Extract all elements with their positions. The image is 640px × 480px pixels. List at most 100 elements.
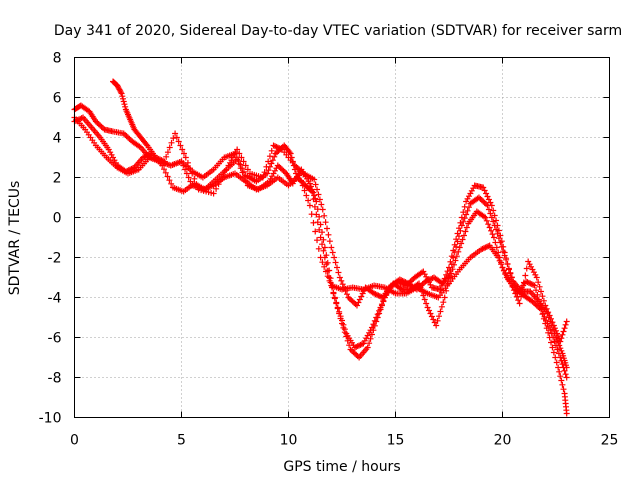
data-point <box>504 261 511 268</box>
data-point <box>303 192 310 199</box>
data-point <box>455 248 462 255</box>
data-point <box>162 169 169 176</box>
data-point <box>163 153 170 160</box>
data-point <box>559 361 566 368</box>
data-point <box>367 335 374 342</box>
data-point <box>480 184 487 191</box>
data-point <box>268 160 275 167</box>
data-point <box>368 331 375 338</box>
y-tick-label: -6 <box>48 331 62 347</box>
data-point <box>512 290 519 297</box>
data-point <box>331 295 338 302</box>
data-point <box>531 282 538 289</box>
data-point <box>236 150 243 157</box>
data-point <box>337 315 344 322</box>
data-point <box>335 269 342 276</box>
data-point <box>223 167 230 174</box>
data-point <box>266 153 273 160</box>
data-point <box>322 268 329 275</box>
data-point <box>321 263 328 270</box>
data-point <box>540 297 547 304</box>
data-point <box>446 264 452 271</box>
data-point <box>515 297 522 304</box>
data-point <box>172 130 179 137</box>
series-track-3 <box>71 114 570 417</box>
data-point <box>371 322 378 329</box>
data-point <box>306 202 313 209</box>
data-point <box>326 238 333 245</box>
data-point <box>462 228 469 235</box>
data-point <box>495 227 502 234</box>
data-point <box>312 228 319 235</box>
data-point <box>542 320 549 327</box>
data-point <box>522 272 529 279</box>
data-point <box>459 236 466 243</box>
data-point <box>490 218 497 225</box>
data-point <box>493 217 500 224</box>
data-point <box>558 377 565 384</box>
data-point <box>423 300 430 307</box>
data-point <box>553 359 560 366</box>
data-point <box>213 185 220 192</box>
y-axis-label: SDTVAR / TECUs <box>7 181 23 296</box>
y-tick-label: 0 <box>53 211 62 227</box>
data-point <box>314 237 321 244</box>
data-point <box>179 146 186 153</box>
axis-ticks: -10 -8 -6 -4 -2 0 2 4 6 8 0 5 10 15 20 25 <box>39 51 619 449</box>
data-point <box>482 214 489 221</box>
data-point <box>234 146 241 153</box>
data-point <box>177 142 184 149</box>
x-tick-label: 25 <box>601 433 619 449</box>
data-point <box>311 176 318 183</box>
data-point <box>324 273 331 280</box>
data-point <box>332 259 339 266</box>
data-point <box>505 265 512 272</box>
data-point <box>549 344 556 351</box>
data-point <box>543 325 550 332</box>
data-point <box>546 312 553 319</box>
data-point <box>523 265 530 272</box>
data-point <box>492 239 499 246</box>
data-point <box>555 364 562 371</box>
data-point <box>265 158 272 165</box>
data-point <box>378 302 385 309</box>
data-point <box>508 280 515 287</box>
data-point <box>320 236 327 243</box>
data-point <box>495 249 502 256</box>
data-point <box>312 195 319 202</box>
data-point <box>311 192 318 199</box>
data-point <box>561 367 568 374</box>
data-point <box>486 224 493 231</box>
x-tick-label: 15 <box>387 433 405 449</box>
data-point <box>299 182 306 189</box>
data-point <box>242 162 249 169</box>
data-point <box>463 224 470 231</box>
data-point <box>434 317 441 324</box>
data-point <box>244 166 251 173</box>
data-point <box>193 181 200 188</box>
data-point <box>170 135 177 142</box>
plot-frame <box>74 57 610 418</box>
data-point <box>180 150 187 157</box>
data-point <box>358 293 365 300</box>
data-point <box>484 202 491 209</box>
data-point <box>503 256 510 263</box>
data-point <box>448 270 455 277</box>
data-point <box>548 339 555 346</box>
data-point <box>457 227 464 234</box>
data-point <box>334 305 341 312</box>
data-point <box>331 254 338 261</box>
data-point <box>553 327 559 334</box>
data-point <box>297 177 304 184</box>
data-point <box>175 138 182 145</box>
data-point <box>161 158 168 165</box>
data-point <box>301 187 308 194</box>
data-point <box>548 315 555 322</box>
data-point <box>118 90 125 97</box>
data-point <box>320 247 327 254</box>
data-point <box>121 101 128 108</box>
data-point <box>498 259 505 266</box>
data-point <box>117 89 124 96</box>
data-point <box>543 305 550 312</box>
data-point <box>533 274 540 281</box>
